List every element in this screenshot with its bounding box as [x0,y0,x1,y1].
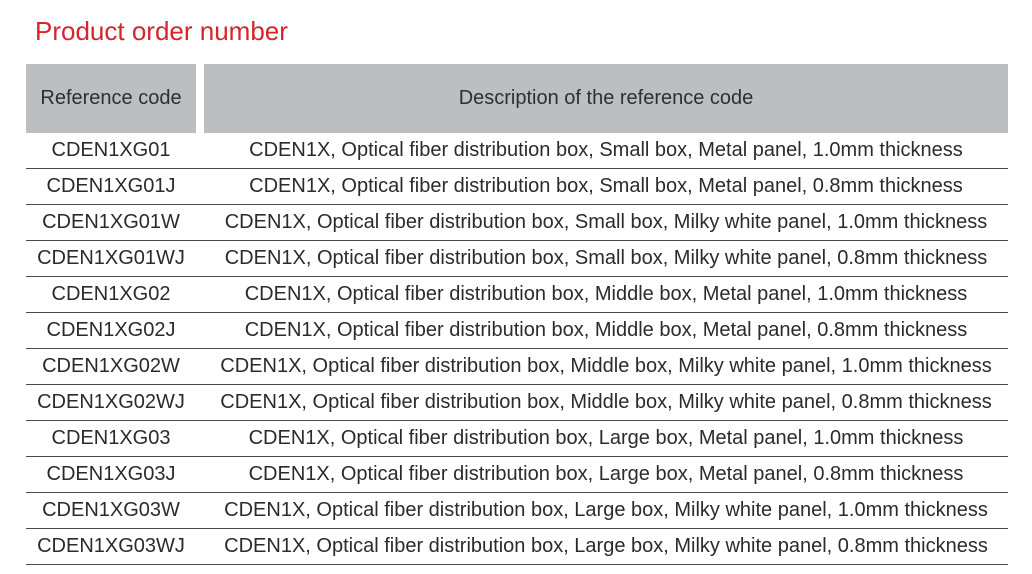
reference-code-cell: CDEN1XG01J [46,175,176,197]
description-cell: CDEN1X, Optical fiber distribution box, … [244,319,968,341]
reference-code-cell: CDEN1XG01 [51,139,171,161]
table-row: CDEN1XG01WJ CDEN1X, Optical fiber distri… [26,241,1008,277]
table-row: CDEN1XG02W CDEN1X, Optical fiber distrib… [26,349,1008,385]
description-cell: CDEN1X, Optical fiber distribution box, … [249,139,963,161]
header-reference-code: Reference code [26,64,196,133]
header-column-divider [196,64,204,133]
table-header-row: Reference code Description of the refere… [26,64,1008,133]
reference-code-cell: CDEN1XG03WJ [37,535,185,557]
description-cell: CDEN1X, Optical fiber distribution box, … [220,391,992,413]
description-cell: CDEN1X, Optical fiber distribution box, … [224,247,988,269]
description-cell: CDEN1X, Optical fiber distribution box, … [224,499,988,521]
reference-code-cell: CDEN1XG02WJ [37,391,185,413]
description-cell: CDEN1X, Optical fiber distribution box, … [249,175,963,197]
reference-code-cell: CDEN1XG03 [51,427,171,449]
table-row: CDEN1XG03WJ CDEN1X, Optical fiber distri… [26,529,1008,565]
description-cell: CDEN1X, Optical fiber distribution box, … [244,283,968,305]
page-title: Product order number [35,16,288,46]
description-cell: CDEN1X, Optical fiber distribution box, … [224,211,988,233]
reference-code-cell: CDEN1XG03W [42,499,180,521]
table-row: CDEN1XG03W CDEN1X, Optical fiber distrib… [26,493,1008,529]
reference-code-cell: CDEN1XG02 [51,283,171,305]
reference-code-cell: CDEN1XG02W [42,355,180,377]
reference-code-cell: CDEN1XG02J [46,319,176,341]
table-row: CDEN1XG03J CDEN1X, Optical fiber distrib… [26,457,1008,493]
product-order-table: Reference code Description of the refere… [26,64,1008,565]
reference-code-cell: CDEN1XG01W [42,211,180,233]
table-row: CDEN1XG02J CDEN1X, Optical fiber distrib… [26,313,1008,349]
description-cell: CDEN1X, Optical fiber distribution box, … [248,427,964,449]
table-row: CDEN1XG03 CDEN1X, Optical fiber distribu… [26,421,1008,457]
table-body: CDEN1XG01 CDEN1X, Optical fiber distribu… [26,133,1008,565]
table-row: CDEN1XG01 CDEN1X, Optical fiber distribu… [26,133,1008,169]
reference-code-cell: CDEN1XG01WJ [37,247,185,269]
header-description: Description of the reference code [204,64,1008,133]
description-cell: CDEN1X, Optical fiber distribution box, … [220,355,992,377]
description-cell: CDEN1X, Optical fiber distribution box, … [224,535,988,557]
table-row: CDEN1XG01J CDEN1X, Optical fiber distrib… [26,169,1008,205]
table-row: CDEN1XG01W CDEN1X, Optical fiber distrib… [26,205,1008,241]
table-row: CDEN1XG02 CDEN1X, Optical fiber distribu… [26,277,1008,313]
description-cell: CDEN1X, Optical fiber distribution box, … [248,463,964,485]
reference-code-cell: CDEN1XG03J [46,463,176,485]
table-row: CDEN1XG02WJ CDEN1X, Optical fiber distri… [26,385,1008,421]
